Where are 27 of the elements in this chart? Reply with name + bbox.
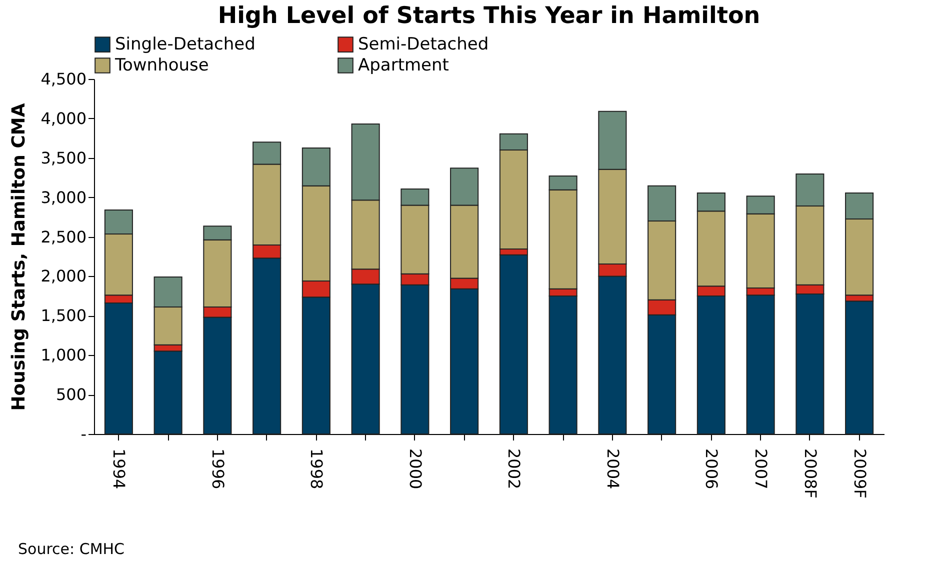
y-tick-label: 2,000	[40, 266, 86, 286]
y-tick-label: 2,500	[40, 227, 86, 246]
source-note: Source: CMHC	[18, 540, 125, 558]
x-tick-label: 2000	[406, 448, 425, 490]
y-tick-label: 3,500	[40, 148, 86, 168]
x-tick-label: 2009F	[850, 448, 870, 498]
x-tick-label: 1998	[307, 448, 326, 490]
legend-label: Single-Detached	[115, 34, 256, 55]
y-tick-label: 500	[56, 385, 86, 404]
x-tick-label: 2008F	[800, 448, 820, 498]
y-tick-label: -	[80, 424, 86, 444]
y-axis-title: Housing Starts, Hamilton CMA	[8, 103, 30, 411]
chart-title: High Level of Starts This Year in Hamilton	[218, 3, 760, 29]
x-tick-label: 1996	[208, 448, 228, 490]
y-tick-label: 1,000	[40, 346, 86, 365]
y-tick-label: 1,500	[40, 306, 86, 326]
x-tick-label: 2007	[752, 448, 771, 490]
x-tick-label: 2002	[504, 448, 524, 490]
y-tick-label: 4,000	[40, 108, 86, 128]
legend-label: Semi-Detached	[358, 34, 489, 55]
y-tick-label: 4,500	[40, 70, 86, 88]
y-tick-label: 3,000	[40, 188, 86, 207]
x-tick-label: 2006	[702, 448, 722, 490]
x-tick-label: 1994	[110, 448, 129, 490]
legend-label: Townhouse	[114, 56, 209, 76]
x-tick-label: 2004	[603, 448, 622, 490]
legend-label: Apartment	[358, 56, 450, 76]
